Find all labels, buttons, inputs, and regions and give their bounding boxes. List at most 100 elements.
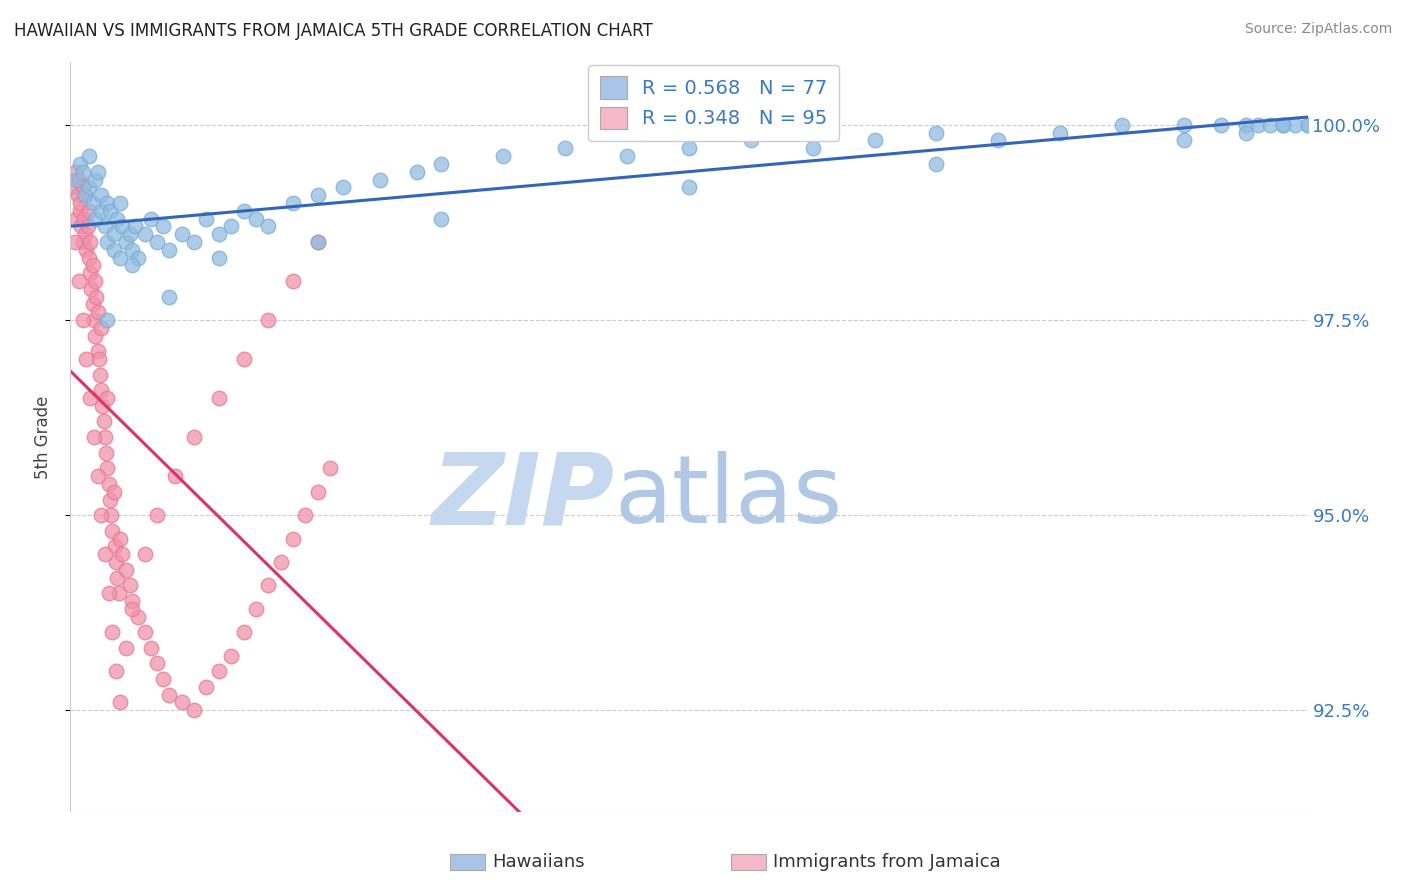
Point [94,547,117,561]
Point [86,164,108,178]
Point [1209,118,1232,132]
Point [1271,118,1294,132]
Point [1234,118,1257,132]
Point [103,227,125,241]
Point [1260,118,1282,132]
Point [146,657,169,671]
Point [294,508,316,522]
Point [90,384,112,398]
Point [1284,118,1306,132]
Point [77,203,100,218]
Point [121,601,143,615]
Point [115,235,138,249]
Point [678,141,700,155]
Point [97,476,120,491]
Point [90,320,112,334]
Point [72,235,94,249]
Point [108,251,131,265]
Point [115,563,138,577]
Point [90,203,112,218]
Text: Hawaiians: Hawaiians [492,853,585,871]
Point [84,328,107,343]
Text: ZIP: ZIP [432,449,614,546]
Point [430,211,453,226]
Point [105,555,128,569]
Point [86,469,108,483]
Point [69,203,91,218]
Point [107,586,129,600]
Point [101,625,124,640]
Point [93,414,115,428]
Point [82,297,104,311]
Point [67,172,90,186]
Text: atlas: atlas [614,451,844,543]
Point [77,180,100,194]
Text: Immigrants from Jamaica: Immigrants from Jamaica [773,853,1001,871]
Point [195,211,218,226]
Point [75,188,97,202]
Point [281,274,304,288]
Point [281,195,304,210]
Point [91,399,114,413]
Point [75,188,97,202]
Point [118,227,141,241]
Point [94,430,117,444]
Point [108,532,131,546]
Point [281,532,304,546]
Point [105,211,128,226]
Point [79,266,101,280]
Point [257,578,280,592]
Point [319,461,342,475]
Point [80,282,103,296]
Point [157,289,180,303]
Point [111,219,134,234]
Point [108,195,131,210]
Point [121,594,143,608]
Point [1271,118,1294,132]
Point [121,258,143,272]
Point [84,274,107,288]
Point [146,508,169,522]
Point [79,235,101,249]
Point [84,172,107,186]
Text: Source: ZipAtlas.com: Source: ZipAtlas.com [1244,22,1392,37]
Point [1234,126,1257,140]
Point [94,219,117,234]
Point [157,243,180,257]
Point [65,164,87,178]
Point [127,251,149,265]
Point [96,195,118,210]
Point [232,351,254,366]
Point [245,601,267,615]
Point [104,540,127,554]
Y-axis label: 5th Grade: 5th Grade [34,395,52,479]
Point [82,195,104,210]
Point [84,289,107,303]
Point [77,251,100,265]
Point [925,126,948,140]
Point [219,648,242,663]
Point [83,430,105,444]
Point [118,578,141,592]
Point [1247,118,1270,132]
Point [332,180,354,194]
Point [270,555,292,569]
Point [740,133,762,147]
Point [1296,118,1319,132]
Point [1173,118,1195,132]
Point [208,664,231,678]
Point [1173,133,1195,147]
Point [76,219,98,234]
Point [165,469,187,483]
Point [72,180,94,194]
Point [103,484,125,499]
Point [90,508,112,522]
Point [103,243,125,257]
Point [121,243,143,257]
Point [82,258,104,272]
Point [72,164,94,178]
Point [307,235,329,249]
Point [86,305,108,319]
Point [83,313,105,327]
Point [96,313,118,327]
